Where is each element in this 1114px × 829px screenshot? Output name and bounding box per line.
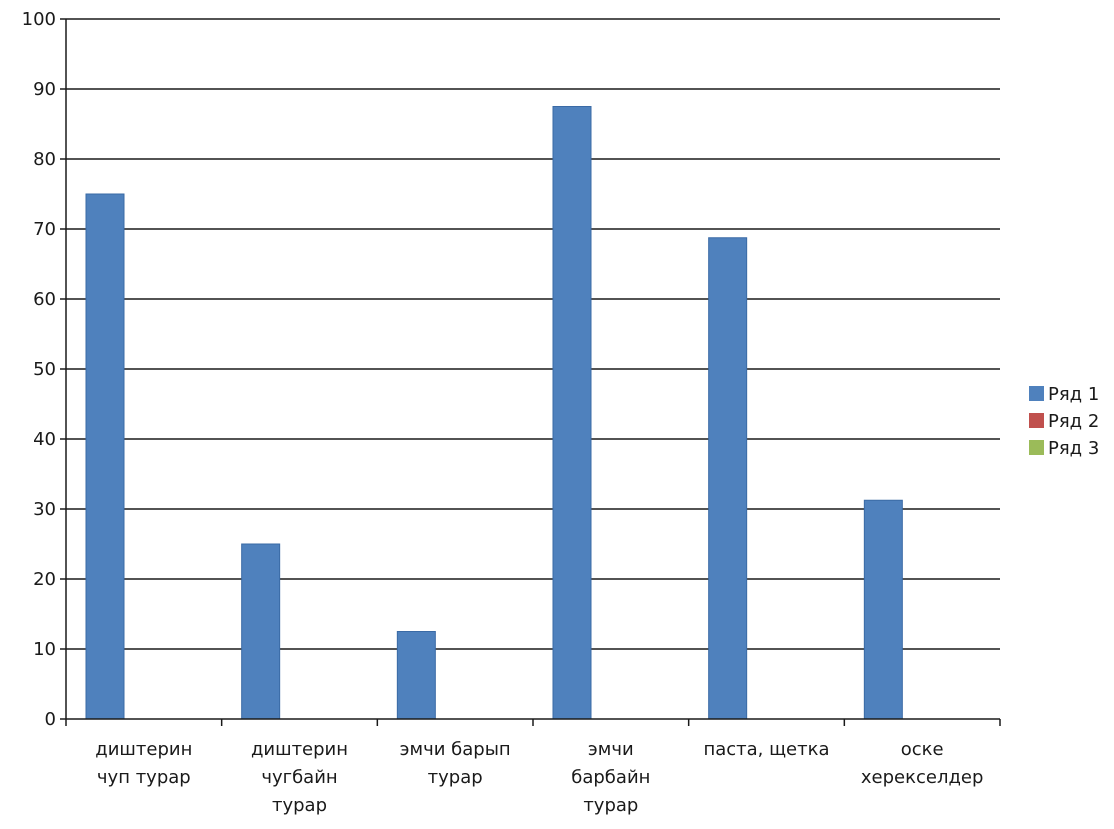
x-category-label: чуп турар [97, 767, 191, 788]
legend-label: Ряд 2 [1048, 411, 1099, 432]
y-tick-label: 0 [45, 709, 56, 730]
y-tick-label: 40 [33, 429, 56, 450]
bar [396, 631, 436, 720]
x-category-label: диштерин [95, 739, 192, 760]
axes [65, 19, 1001, 726]
y-tick-label: 100 [22, 9, 56, 30]
bar [552, 106, 592, 720]
x-category-label: диштерин [251, 739, 348, 760]
y-tick-label: 30 [33, 499, 56, 520]
x-category-label: турар [428, 767, 483, 788]
legend-swatch [1029, 386, 1044, 401]
y-tick-label: 90 [33, 79, 56, 100]
y-tick-label: 80 [33, 149, 56, 170]
legend: Ряд 1 Ряд 2 Ряд 3 [1029, 384, 1099, 459]
x-category-label: барбайн [571, 767, 650, 788]
gridlines [66, 18, 1000, 650]
legend-label: Ряд 1 [1048, 384, 1099, 405]
x-category-label: оске [901, 739, 944, 760]
x-category-label: эмчи барып [400, 739, 511, 760]
legend-label: Ряд 3 [1048, 438, 1099, 459]
y-axis-ticks: 0 10 20 30 40 50 60 70 80 90 100 [22, 9, 66, 730]
y-tick-label: 60 [33, 289, 56, 310]
x-category-label: эмчи [588, 739, 634, 760]
x-category-label: чугбайн [261, 767, 337, 788]
legend-swatch [1029, 413, 1044, 428]
x-category-label: херекселдер [861, 767, 984, 788]
x-category-label: паста, щетка [703, 739, 829, 760]
y-tick-label: 50 [33, 359, 56, 380]
y-tick-label: 20 [33, 569, 56, 590]
y-tick-label: 10 [33, 639, 56, 660]
bar [85, 193, 125, 720]
x-axis-labels: диштерин чуп турар диштерин чугбайн турар эмч… [95, 739, 983, 816]
legend-swatch [1029, 440, 1044, 455]
x-category-label: турар [583, 795, 638, 816]
bar [863, 499, 903, 720]
bar [708, 237, 748, 720]
y-tick-label: 70 [33, 219, 56, 240]
bars [85, 106, 903, 720]
bar [241, 543, 281, 720]
x-category-label: турар [272, 795, 327, 816]
